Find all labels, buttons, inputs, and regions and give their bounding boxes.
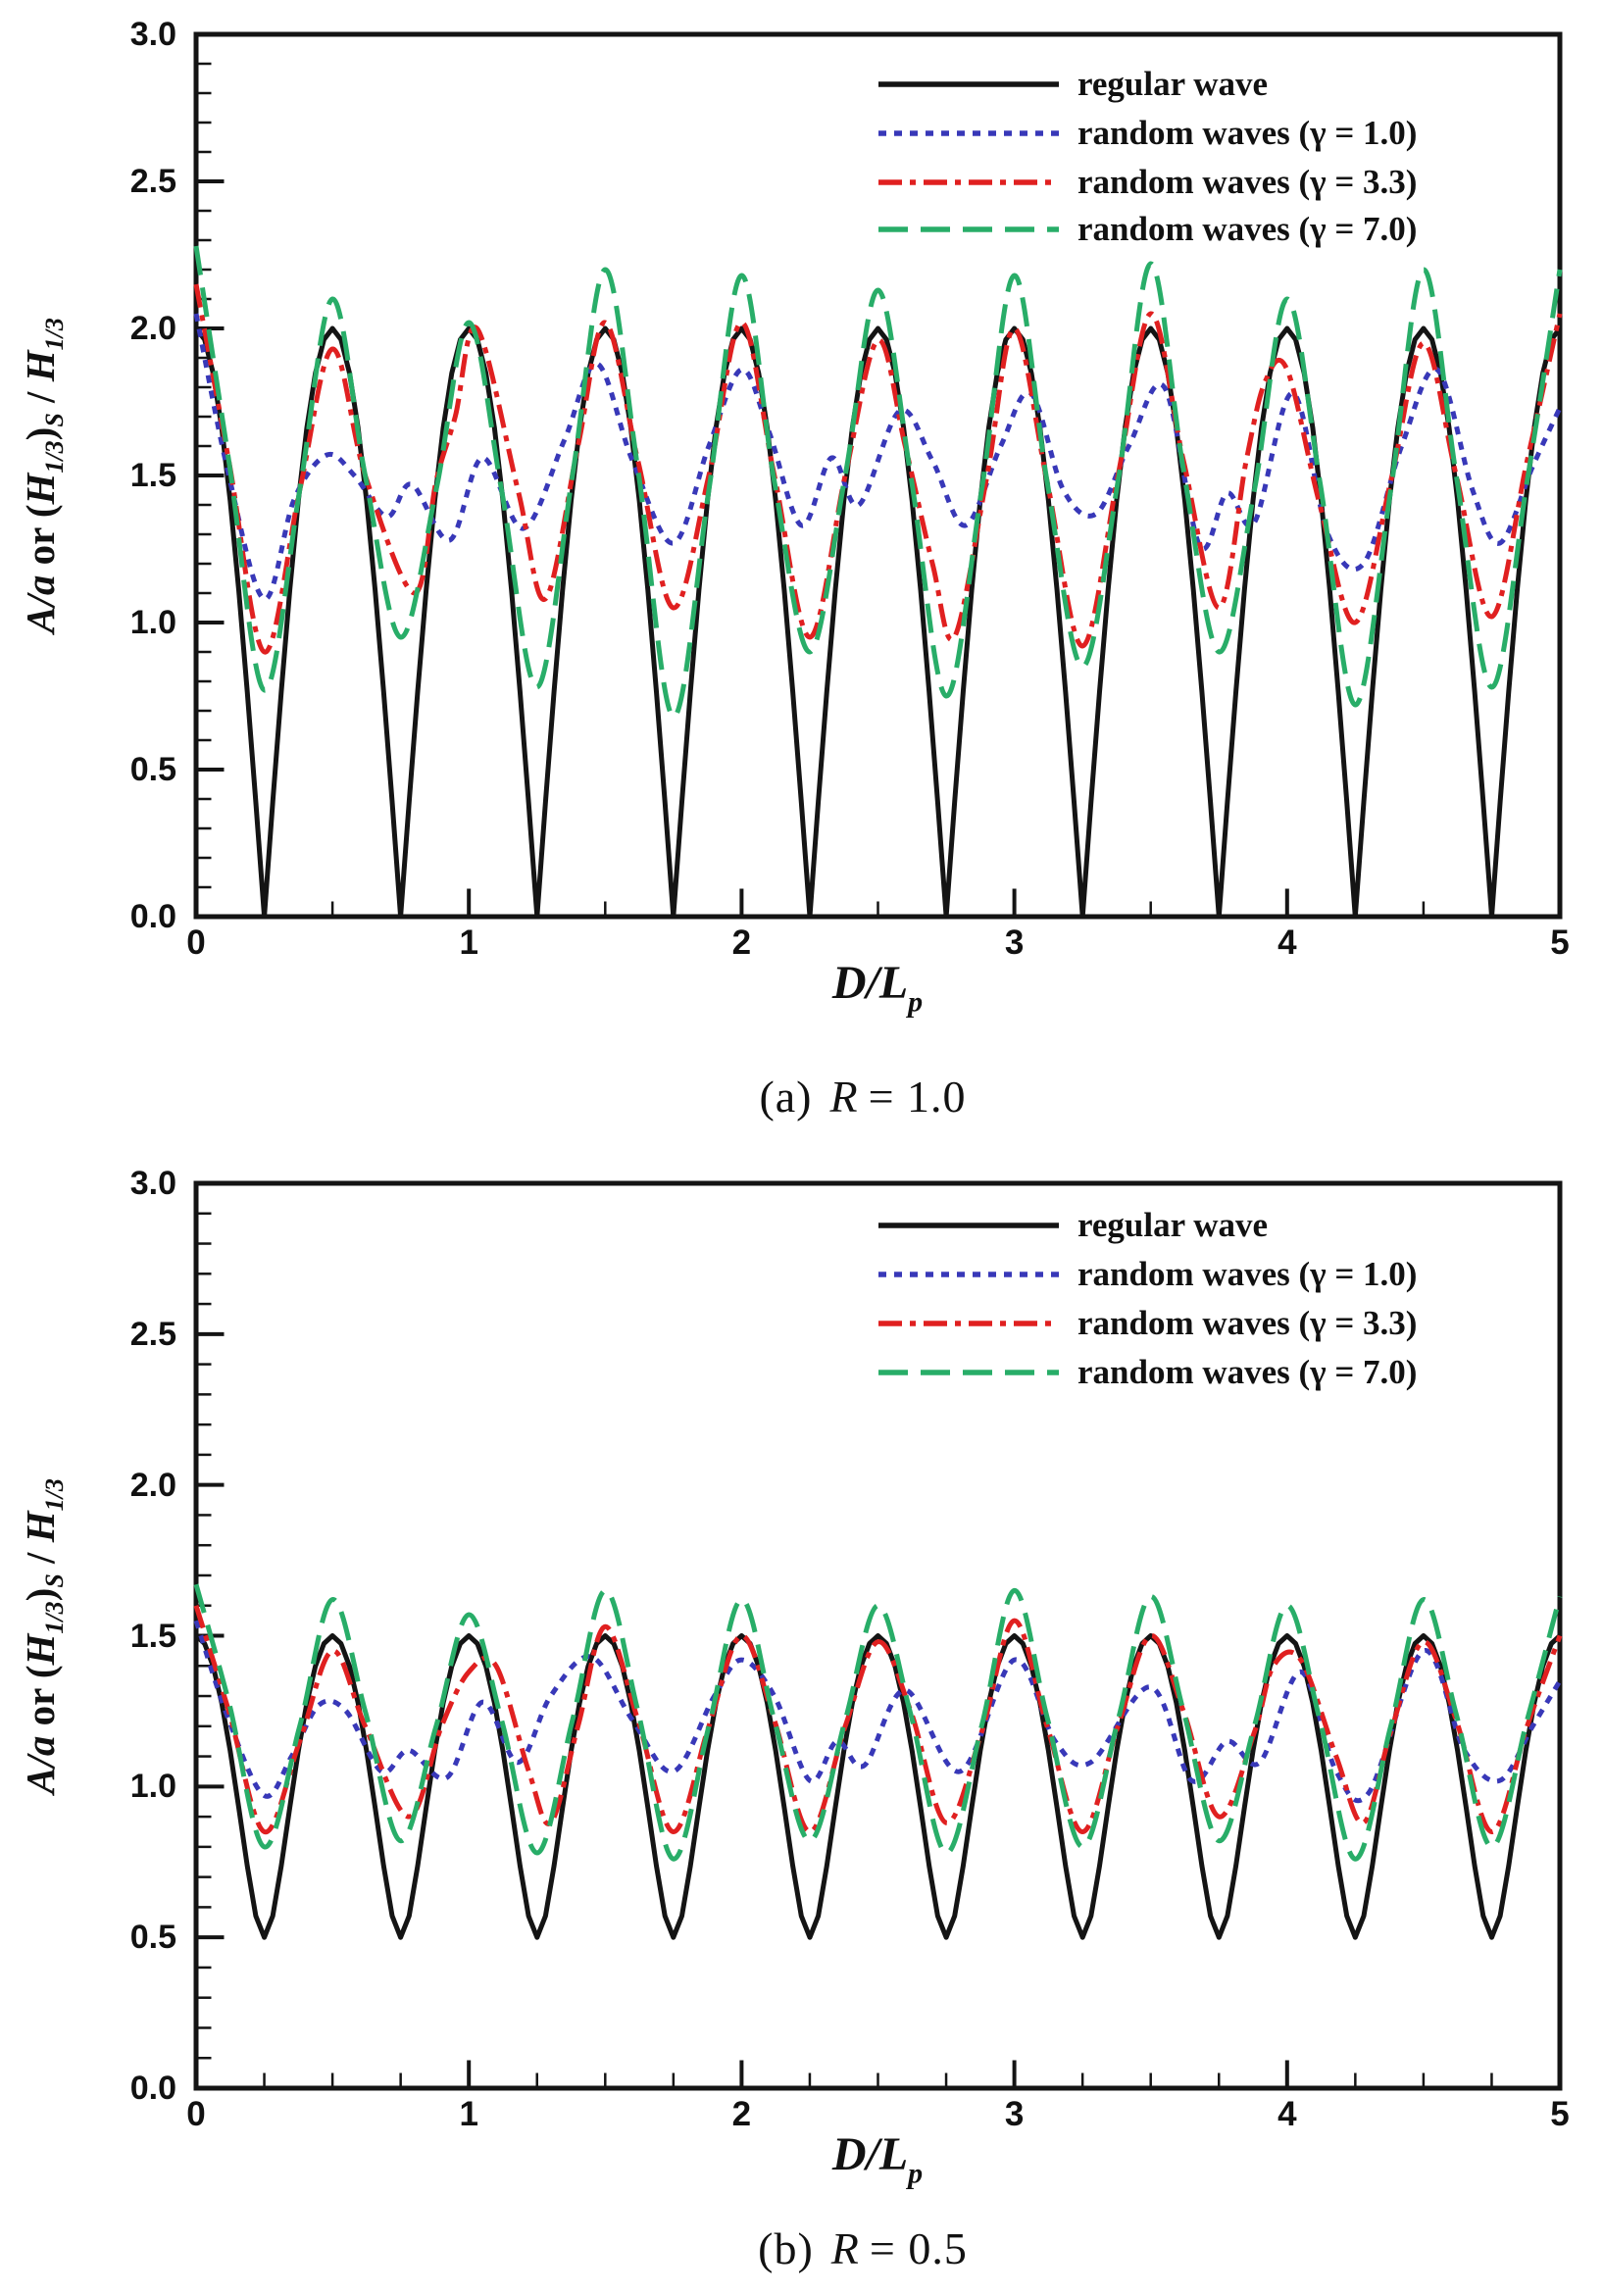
y-axis-title-part: A/a	[17, 1735, 63, 1794]
y-axis-title-part: H	[17, 1633, 63, 1666]
y-tick-label-1.0: 1.0	[129, 604, 176, 641]
y-axis-title-sub: 1/3	[40, 440, 70, 474]
caption-variable: R	[830, 2223, 860, 2273]
y-axis-title-sub: 1/3	[40, 318, 70, 351]
x-tick-label-5: 5	[1550, 923, 1570, 962]
y-tick-label-2.5: 2.5	[129, 163, 176, 200]
legend-item-random-gamma-33: random waves (γ = 3.3)	[876, 1303, 1417, 1344]
legend-line-sample	[878, 81, 1059, 87]
caption-index: (a)	[759, 1072, 813, 1122]
legend-label: random waves (γ = 1.0)	[1077, 114, 1418, 152]
caption-value: = 1.0	[868, 1072, 967, 1122]
caption-value: = 0.5	[869, 2223, 968, 2273]
x-axis-title: D/Lp	[832, 2127, 923, 2191]
caption-a: (a) R = 1.0	[759, 1071, 966, 1123]
x-axis-title-main: D/L	[831, 957, 909, 1009]
legend-label: random waves (γ = 7.0)	[1077, 1353, 1418, 1391]
y-axis-title-part: or (	[17, 504, 63, 575]
series-regular-wave	[194, 325, 1562, 920]
y-tick-label-1.0: 1.0	[129, 1768, 176, 1806]
y-axis-title-part: H	[17, 473, 63, 505]
legend-line-sample	[878, 1370, 1059, 1375]
x-tick-label-2: 2	[731, 2095, 752, 2133]
legend-label: regular wave	[1077, 65, 1269, 103]
legend-item-random-gamma-7: random waves (γ = 7.0)	[876, 209, 1417, 250]
legend-line-sample	[878, 1272, 1059, 1277]
y-axis-title-sub: S	[40, 413, 70, 427]
series-random-gamma-7	[193, 1583, 1563, 1862]
y-tick-label-0.0: 0.0	[129, 898, 176, 935]
y-tick-label-2.0: 2.0	[129, 310, 176, 347]
legend-line-sample	[878, 1223, 1059, 1228]
x-tick-label-1: 1	[459, 2095, 478, 2133]
legend-line-sample	[878, 1321, 1059, 1326]
legend-item-regular-wave: regular wave	[876, 1205, 1268, 1246]
y-tick-label-1.5: 1.5	[129, 457, 176, 494]
legend-item-random-gamma-1: random waves (γ = 1.0)	[876, 1254, 1417, 1295]
legend-label: random waves (γ = 3.3)	[1077, 1304, 1418, 1342]
y-axis-title-part: /	[17, 381, 63, 414]
y-axis-title-sub: 1/3	[40, 1478, 70, 1512]
legend-label: random waves (γ = 3.3)	[1077, 163, 1418, 201]
caption-variable: R	[829, 1072, 859, 1122]
x-tick-label-4: 4	[1277, 2095, 1297, 2133]
y-axis-title-sub: S	[40, 1573, 70, 1588]
x-axis-title-sub: p	[908, 985, 924, 1019]
x-tick-label-1: 1	[459, 923, 478, 962]
caption-b: (b) R = 0.5	[758, 2222, 968, 2274]
x-tick-label-3: 3	[1004, 2095, 1025, 2133]
y-axis-title: A/a or (H1/3)S / H1/3	[17, 1478, 70, 1794]
caption-index: (b)	[758, 2223, 814, 2273]
x-tick-label-5: 5	[1550, 2095, 1570, 2133]
y-tick-label-3.0: 3.0	[129, 16, 176, 53]
x-axis-title-sub: p	[908, 2157, 924, 2190]
x-tick-label-2: 2	[731, 923, 752, 962]
y-tick-label-0.5: 0.5	[129, 751, 176, 788]
x-axis-title: D/Lp	[832, 956, 923, 1020]
y-axis-title-part: /	[17, 1542, 63, 1574]
legend-label: regular wave	[1077, 1206, 1269, 1244]
legend-line-sample	[878, 226, 1059, 232]
y-tick-label-2.5: 2.5	[129, 1315, 176, 1353]
legend-item-regular-wave: regular wave	[876, 64, 1268, 105]
y-axis-title-sub: 1/3	[40, 1601, 70, 1634]
y-axis-title-part: )	[17, 1587, 63, 1602]
x-tick-label-4: 4	[1277, 923, 1297, 962]
y-axis-title-part: A/a	[17, 574, 63, 633]
legend-line-sample	[878, 179, 1059, 185]
series-regular-wave	[194, 1633, 1562, 1940]
legend-item-random-gamma-7: random waves (γ = 7.0)	[876, 1352, 1417, 1393]
y-axis-title-part: )	[17, 426, 63, 441]
plot-canvas-b	[193, 1180, 1563, 2091]
series-random-gamma-33	[193, 1604, 1563, 1835]
plot-canvas-a	[193, 31, 1563, 920]
plot-frame	[193, 31, 1563, 920]
x-tick-label-0: 0	[186, 923, 206, 962]
y-tick-label-2.0: 2.0	[129, 1466, 176, 1504]
y-axis-title-part: H	[17, 350, 63, 382]
x-tick-label-3: 3	[1004, 923, 1025, 962]
legend-item-random-gamma-1: random waves (γ = 1.0)	[876, 113, 1417, 154]
y-axis-title: A/a or (H1/3)S / H1/3	[17, 318, 70, 633]
series-random-gamma-1	[193, 1620, 1563, 1804]
legend-label: random waves (γ = 7.0)	[1077, 210, 1418, 248]
y-axis-title-part: or (	[17, 1665, 63, 1736]
legend-label: random waves (γ = 1.0)	[1077, 1255, 1418, 1293]
y-tick-label-3.0: 3.0	[129, 1165, 176, 1202]
x-axis-title-main: D/L	[831, 2128, 909, 2180]
y-axis-title-part: H	[17, 1511, 63, 1543]
legend-item-random-gamma-33: random waves (γ = 3.3)	[876, 162, 1417, 203]
series-random-gamma-33	[193, 283, 1563, 655]
y-tick-label-0.0: 0.0	[129, 2070, 176, 2107]
series-random-gamma-1	[193, 313, 1563, 602]
y-tick-label-0.5: 0.5	[129, 1919, 176, 1957]
x-tick-label-0: 0	[186, 2095, 206, 2133]
legend-line-sample	[878, 130, 1059, 136]
series-random-gamma-7	[193, 245, 1563, 720]
y-tick-label-1.5: 1.5	[129, 1617, 176, 1655]
